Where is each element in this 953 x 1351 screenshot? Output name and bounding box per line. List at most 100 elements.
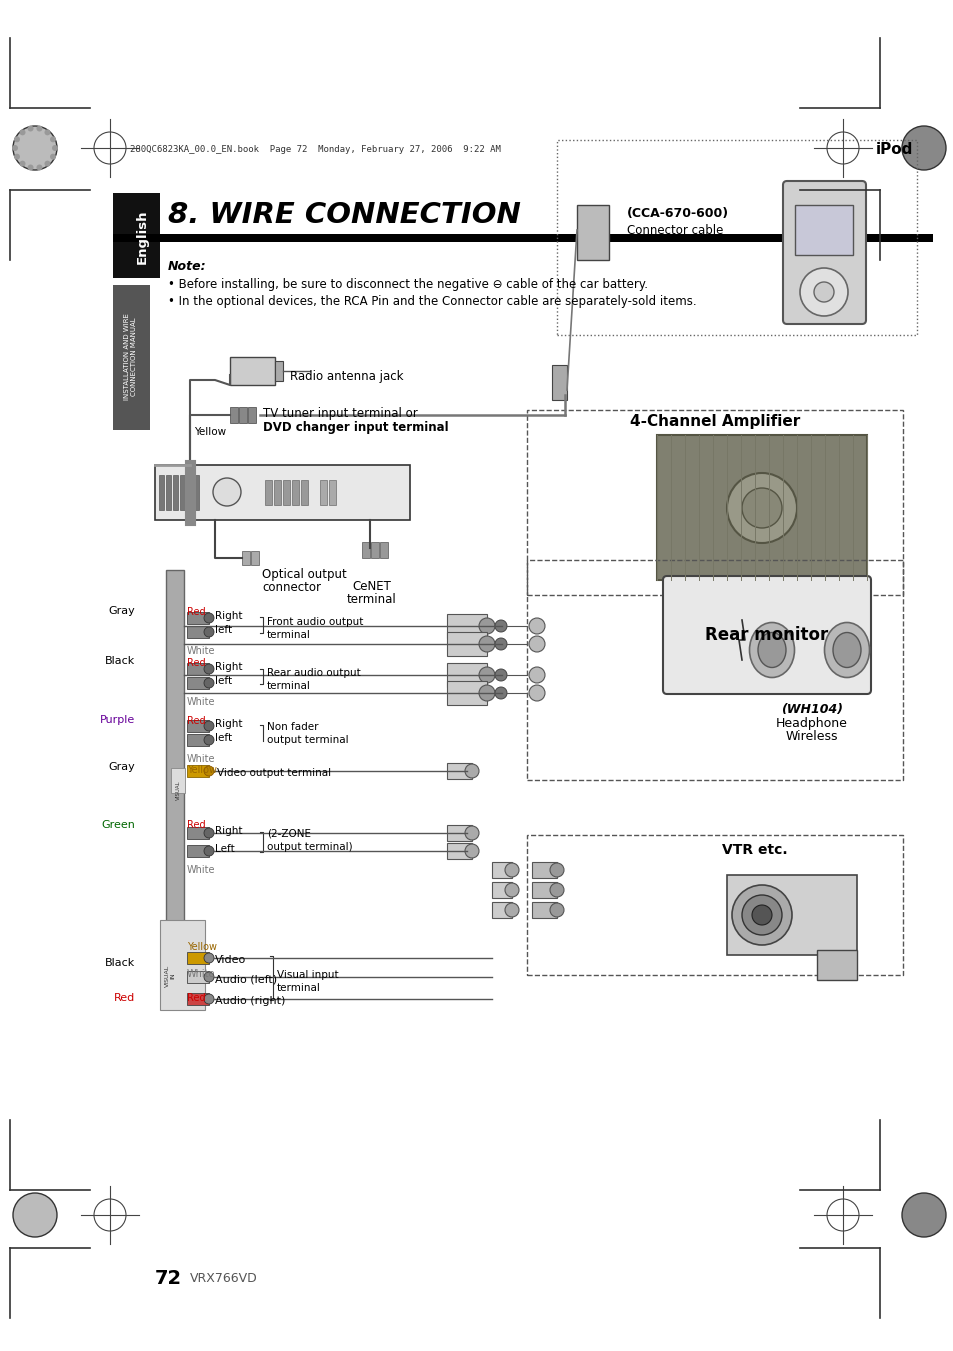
Bar — [187, 626, 209, 638]
Text: White: White — [187, 969, 215, 979]
Bar — [187, 476, 192, 509]
Bar — [552, 365, 566, 400]
Circle shape — [504, 863, 518, 877]
Text: left: left — [214, 676, 232, 686]
Circle shape — [901, 1193, 945, 1238]
FancyBboxPatch shape — [662, 576, 870, 694]
Bar — [160, 920, 205, 1011]
Circle shape — [504, 884, 518, 897]
Text: Non fader: Non fader — [267, 721, 318, 732]
Text: Rear monitor: Rear monitor — [704, 626, 828, 644]
Bar — [187, 993, 209, 1005]
Text: output terminal: output terminal — [267, 735, 348, 744]
Circle shape — [495, 620, 506, 632]
Text: INSTALLATION AND WIRE
CONNECTION MANUAL: INSTALLATION AND WIRE CONNECTION MANUAL — [125, 313, 137, 400]
Text: Rear audio output: Rear audio output — [267, 667, 360, 678]
Bar — [230, 407, 237, 423]
Circle shape — [204, 678, 213, 688]
Bar — [187, 844, 209, 857]
Bar — [112, 193, 160, 278]
Circle shape — [50, 136, 56, 142]
Text: Video output terminal: Video output terminal — [216, 767, 331, 778]
Text: Front audio output: Front audio output — [267, 617, 363, 627]
Bar — [447, 681, 486, 705]
Bar — [526, 561, 902, 780]
Bar — [657, 435, 866, 580]
Circle shape — [13, 1193, 57, 1238]
Circle shape — [464, 844, 478, 858]
Bar — [242, 551, 250, 565]
Circle shape — [19, 161, 26, 166]
Text: iPod: iPod — [875, 142, 912, 157]
Text: VTR etc.: VTR etc. — [721, 843, 787, 857]
Circle shape — [14, 136, 20, 142]
Circle shape — [204, 766, 213, 775]
Circle shape — [529, 617, 544, 634]
Bar — [492, 882, 512, 898]
Text: (WH104): (WH104) — [781, 703, 842, 716]
Bar — [379, 542, 388, 558]
Circle shape — [495, 669, 506, 681]
Text: Red: Red — [187, 820, 206, 830]
Text: Right: Right — [214, 719, 242, 730]
Text: connector: connector — [262, 581, 320, 594]
Circle shape — [478, 636, 495, 653]
Text: 280QC6823KA_00.0_EN.book  Page 72  Monday, February 27, 2006  9:22 AM: 280QC6823KA_00.0_EN.book Page 72 Monday,… — [130, 145, 500, 154]
Circle shape — [204, 627, 213, 638]
Bar — [492, 902, 512, 917]
Bar — [447, 843, 472, 859]
Ellipse shape — [749, 623, 794, 677]
Text: Right: Right — [214, 825, 242, 836]
Bar — [230, 357, 274, 385]
Circle shape — [478, 617, 495, 634]
Bar — [187, 971, 209, 984]
Text: Headphone: Headphone — [775, 717, 847, 730]
Circle shape — [213, 478, 241, 507]
Circle shape — [204, 613, 213, 623]
Circle shape — [550, 902, 563, 917]
Circle shape — [529, 636, 544, 653]
Bar — [248, 407, 255, 423]
Text: Audio (right): Audio (right) — [214, 996, 285, 1006]
Text: left: left — [214, 734, 232, 743]
Text: Purple: Purple — [100, 715, 135, 725]
Text: White: White — [187, 646, 215, 657]
Bar — [492, 862, 512, 878]
Circle shape — [495, 688, 506, 698]
Bar — [447, 632, 486, 657]
Circle shape — [45, 161, 51, 166]
Bar — [187, 612, 209, 624]
Text: Red: Red — [187, 716, 206, 725]
Text: 72: 72 — [154, 1269, 182, 1288]
Bar — [159, 476, 164, 509]
Bar — [447, 613, 486, 638]
Circle shape — [901, 126, 945, 170]
Text: Black: Black — [105, 657, 135, 666]
Circle shape — [504, 902, 518, 917]
Circle shape — [529, 685, 544, 701]
Circle shape — [45, 130, 51, 135]
Circle shape — [28, 126, 33, 131]
Bar — [447, 825, 472, 842]
Text: Black: Black — [105, 958, 135, 969]
Bar — [329, 480, 335, 505]
Text: Red: Red — [187, 658, 206, 667]
Text: Left: Left — [214, 844, 234, 854]
Text: Video: Video — [214, 955, 246, 965]
Text: English: English — [136, 209, 149, 265]
Text: Yellow: Yellow — [193, 427, 226, 436]
Bar — [532, 902, 557, 917]
Text: Visual input: Visual input — [276, 970, 338, 979]
Circle shape — [204, 735, 213, 744]
Text: 8. WIRE CONNECTION: 8. WIRE CONNECTION — [168, 201, 520, 230]
Text: VRX766VD: VRX766VD — [190, 1271, 257, 1285]
Bar — [726, 875, 856, 955]
Bar — [187, 952, 209, 965]
Bar — [319, 480, 327, 505]
Bar — [526, 409, 902, 594]
Circle shape — [741, 894, 781, 935]
Circle shape — [204, 663, 213, 674]
Text: • In the optional devices, the RCA Pin and the Connector cable are separately-so: • In the optional devices, the RCA Pin a… — [168, 295, 696, 308]
Text: Red: Red — [113, 993, 135, 1002]
Bar — [447, 663, 486, 688]
